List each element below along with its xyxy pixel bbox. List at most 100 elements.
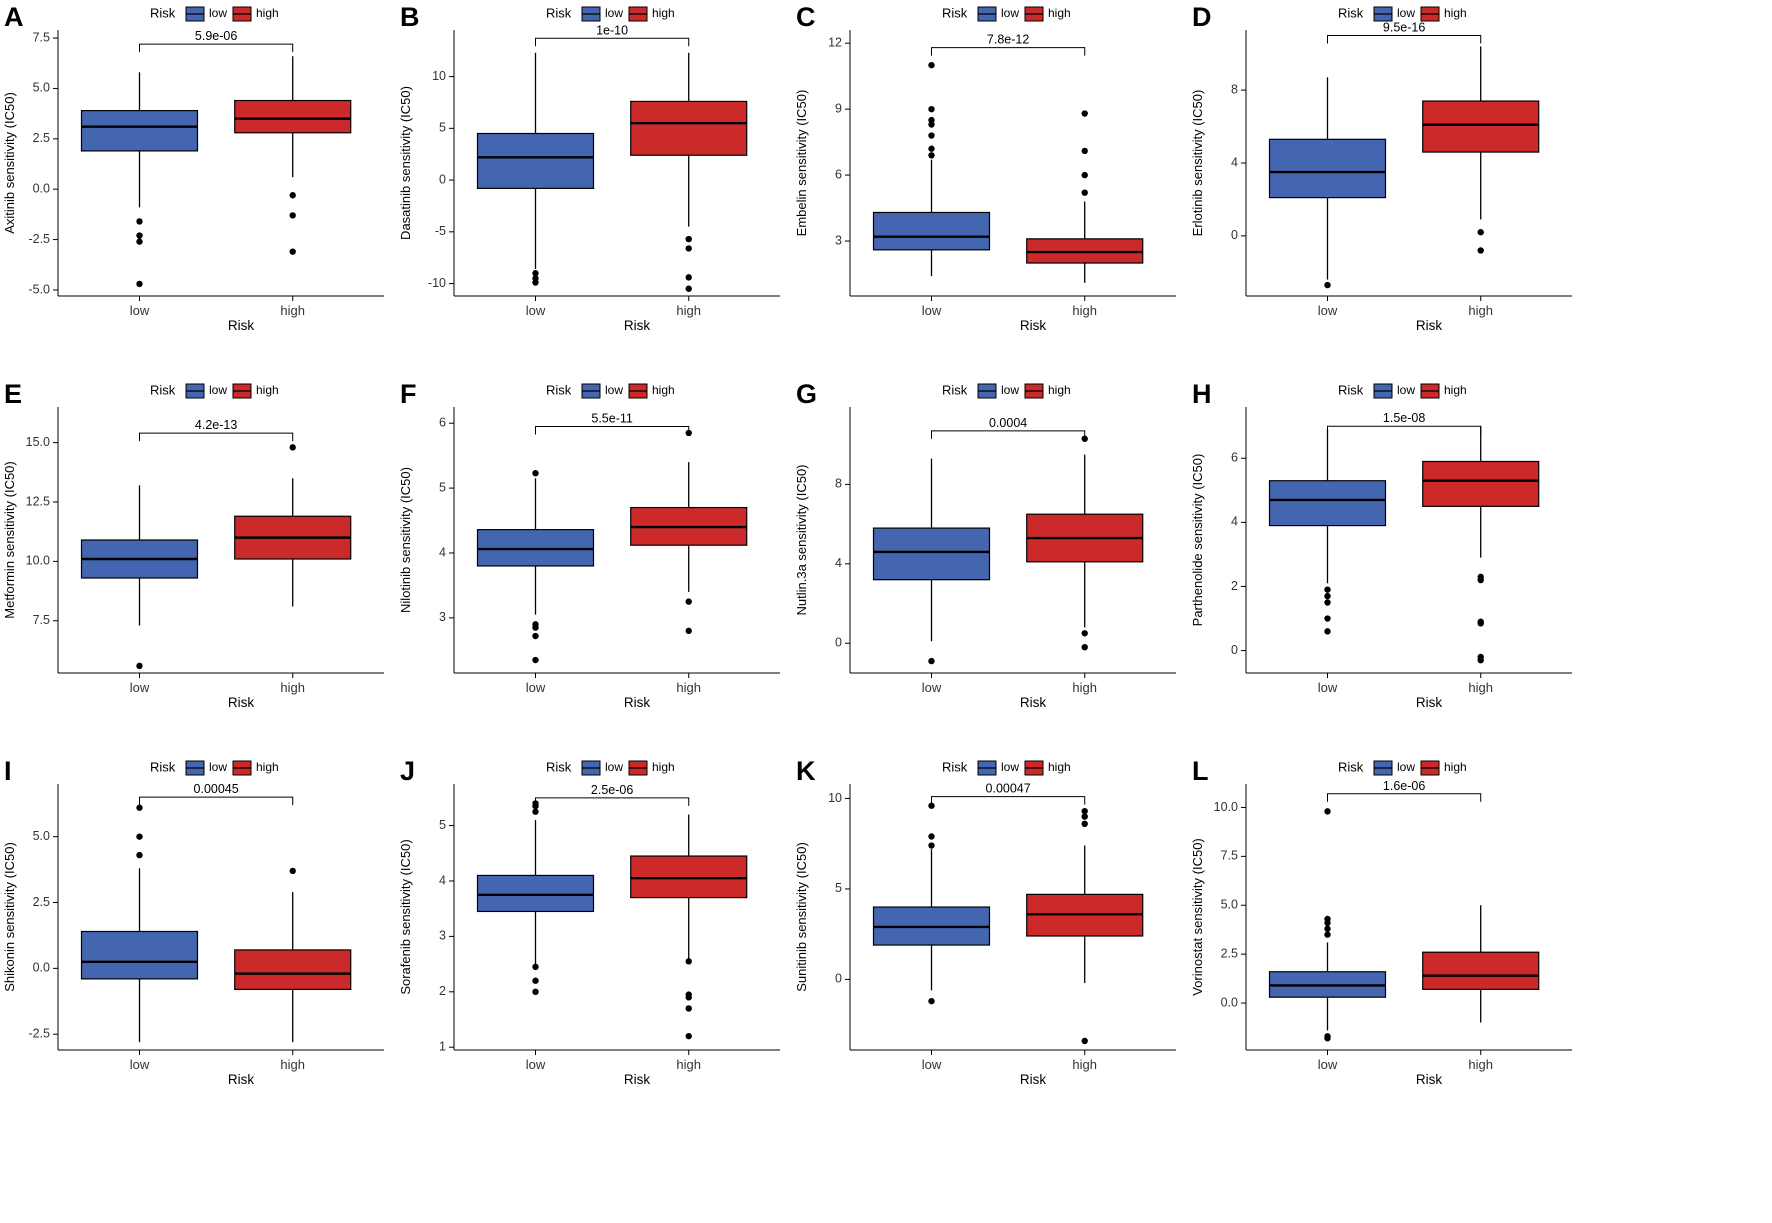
y-tick-label: 2 [439, 984, 446, 998]
y-axis-label: Shikonin sensitivity (IC50) [2, 842, 17, 992]
legend-label-high: high [652, 760, 675, 774]
y-tick-label: 12.5 [26, 494, 50, 508]
y-axis-label: Vorinostat sensitivity (IC50) [1190, 838, 1205, 996]
y-tick-label: 0 [1231, 643, 1238, 657]
outlier-point [1324, 599, 1331, 606]
x-tick-label-high: high [280, 1057, 305, 1072]
panel-label: J [400, 756, 415, 786]
y-tick-label: -2.5 [28, 1026, 50, 1040]
y-tick-label: 7.5 [33, 30, 50, 44]
outlier-point [532, 977, 539, 984]
significance-bracket [535, 37, 690, 47]
outlier-point [685, 1032, 692, 1040]
legend-label-low: low [1397, 760, 1415, 774]
outlier-point [289, 192, 296, 199]
y-tick-label: 7.5 [33, 613, 50, 627]
legend: Risk low high [150, 5, 279, 22]
box-iqr [1268, 138, 1387, 199]
legend: Risk low high [942, 759, 1071, 776]
legend-label-low: low [1397, 383, 1415, 397]
y-tick-label: 8 [835, 477, 842, 491]
outlier-point [136, 218, 143, 225]
y-tick-label: 2.5 [33, 895, 50, 909]
y-tick-label: 0.0 [33, 181, 50, 195]
legend-title: Risk [1338, 5, 1364, 20]
significance-bracket [1327, 34, 1482, 44]
outlier-point [532, 808, 539, 815]
outlier-point [1081, 820, 1088, 828]
box-low [80, 485, 199, 670]
panel-label: B [400, 2, 420, 32]
panel-h: H Risk low high 0 2 4 6 low high Risk Parthenolide … [1190, 379, 1572, 710]
box-iqr [1422, 951, 1540, 990]
outlier-point [685, 958, 692, 965]
outlier-point [928, 152, 935, 159]
outlier-point [136, 280, 143, 288]
outlier-point [685, 274, 692, 281]
y-tick-label: 5 [439, 818, 446, 832]
outlier-point [1324, 628, 1331, 635]
outlier-point [1477, 620, 1484, 627]
outlier-point [928, 997, 935, 1005]
x-axis-label: Risk [228, 1072, 254, 1087]
y-tick-label: 3 [835, 233, 842, 247]
legend: Risk low high [1338, 759, 1467, 776]
p-value-label: 5.5e-11 [591, 411, 633, 425]
outlier-point [136, 804, 143, 811]
outlier-point [1081, 147, 1088, 155]
outlier-point [1081, 807, 1088, 815]
y-tick-label: 0 [835, 636, 842, 650]
outlier-point [1324, 925, 1331, 932]
legend-label-low: low [209, 760, 227, 774]
panel-i: I Risk low high -2.5 0.0 2.5 5.0 low high Risk Shik… [2, 756, 384, 1087]
box-high [630, 814, 748, 1040]
outlier-point [1324, 808, 1331, 815]
outlier-point [1081, 813, 1088, 820]
y-tick-label: 5 [835, 881, 842, 895]
box-iqr [1422, 100, 1540, 153]
significance-bracket [1327, 425, 1482, 435]
box-high [234, 444, 352, 607]
y-tick-label: 3 [439, 929, 446, 943]
outlier-point [1081, 110, 1088, 117]
y-tick-label: 5 [439, 480, 446, 494]
legend: Risk low high [1338, 382, 1467, 399]
outlier-point [532, 632, 539, 640]
y-tick-label: -10 [428, 276, 446, 290]
y-axis-label: Metformin sensitivity (IC50) [2, 461, 17, 618]
y-tick-label: 2.5 [33, 131, 50, 145]
panel-label: G [796, 379, 817, 409]
legend: Risk low high [150, 759, 279, 776]
box-low [1268, 77, 1387, 289]
box-low [1268, 808, 1387, 1042]
outlier-point [532, 656, 539, 664]
legend-label-high: high [256, 383, 279, 397]
outlier-point [1081, 643, 1088, 651]
outlier-point [532, 279, 539, 286]
outlier-point [136, 851, 143, 859]
x-tick-label-high: high [676, 680, 701, 695]
y-tick-label: -5 [435, 224, 446, 238]
y-axis-label: Erlotinib sensitivity (IC50) [1190, 90, 1205, 237]
x-tick-label-high: high [676, 303, 701, 318]
legend-title: Risk [150, 382, 176, 397]
x-tick-label-high: high [1072, 1057, 1097, 1072]
panel-label: H [1192, 379, 1212, 409]
outlier-point [928, 145, 935, 152]
box-high [1026, 435, 1144, 651]
outlier-point [136, 232, 143, 239]
panel-label: F [400, 379, 417, 409]
box-low [476, 800, 595, 996]
box-iqr [80, 930, 199, 980]
panel-e: E Risk low high 7.5 10.0 12.5 15.0 low high Risk Me… [2, 379, 384, 710]
x-tick-label-high: high [280, 680, 305, 695]
x-tick-label-low: low [130, 303, 150, 318]
box-iqr [872, 527, 991, 581]
outlier-point [1477, 576, 1484, 584]
outlier-point [289, 444, 296, 451]
y-tick-label: 1 [439, 1040, 446, 1054]
legend-title: Risk [150, 5, 176, 20]
outlier-point [1324, 915, 1331, 923]
y-tick-label: 5.0 [1221, 898, 1238, 912]
panel-d: D Risk low high 0 4 8 low high Risk Erlotinib sens… [1190, 2, 1572, 333]
